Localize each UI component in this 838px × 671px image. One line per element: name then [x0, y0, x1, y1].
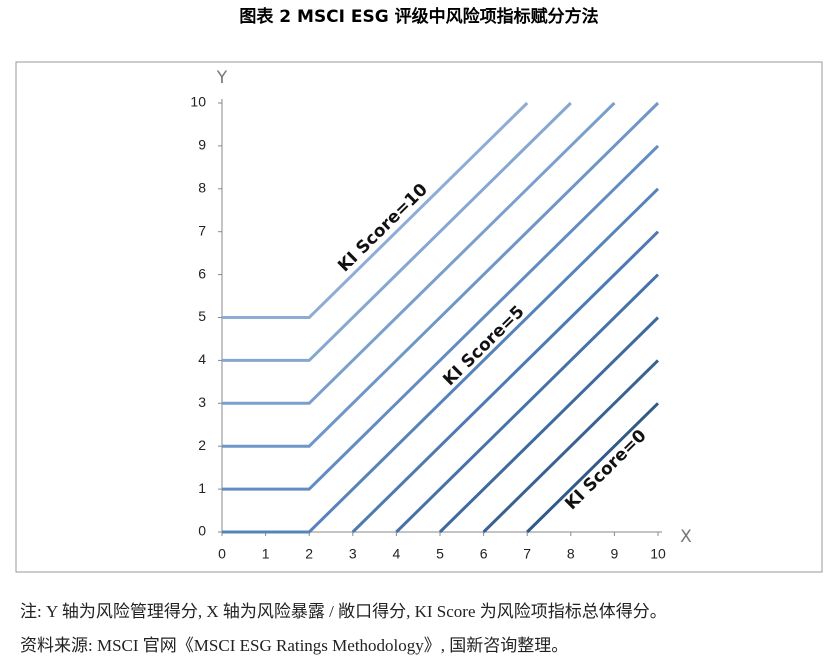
- chart-title: 图表 2 MSCI ESG 评级中风险项指标赋分方法: [239, 6, 598, 27]
- y-tick-label: 3: [198, 394, 206, 410]
- line: [222, 101, 616, 405]
- line: [222, 101, 529, 319]
- chart: 图表 2 MSCI ESG 评级中风险项指标赋分方法 Y X 0 1 2 3 4 5 6 7 8…: [15, 6, 823, 573]
- y-tick-label: 5: [198, 308, 206, 324]
- x-axis-label: X: [680, 527, 692, 547]
- chart-frame: [15, 61, 823, 573]
- y-tick-label: 8: [198, 180, 206, 196]
- y-tick-label: 10: [190, 94, 206, 110]
- x-tick-label: 3: [349, 546, 357, 562]
- x-tick-label: 5: [436, 546, 444, 562]
- y-tick-label: 7: [198, 222, 206, 238]
- x-tick-label: 4: [393, 546, 401, 562]
- line: [526, 402, 660, 534]
- line: [222, 101, 572, 362]
- line: [395, 273, 660, 534]
- y-tick-label: 0: [198, 523, 206, 539]
- annotation: KI Score=10: [334, 180, 432, 277]
- line: [482, 359, 660, 534]
- y-tick-label: 6: [198, 265, 206, 281]
- x-tick-label: 0: [218, 546, 226, 562]
- line: [438, 316, 660, 534]
- y-tick-label: 4: [198, 351, 206, 367]
- line: [222, 187, 660, 534]
- line: [222, 144, 660, 491]
- y-tick-label: 2: [198, 437, 206, 453]
- x-tick-label: 8: [567, 546, 575, 562]
- x-tick-label: 10: [650, 546, 666, 562]
- line: [351, 230, 660, 534]
- x-tick-label: 9: [611, 546, 619, 562]
- x-tick-label: 1: [262, 546, 270, 562]
- note: 注: Y 轴为风险管理得分, X 轴为风险暴露 / 敞口得分, KI Score…: [20, 602, 667, 621]
- y-tick-label: 1: [198, 480, 206, 496]
- y-axis-label: Y: [216, 68, 228, 88]
- line: [222, 101, 660, 448]
- y-tick-label: 9: [198, 137, 206, 153]
- x-tick-label: 6: [480, 546, 488, 562]
- annotation: KI Score=0: [561, 426, 650, 514]
- source: 资料来源: MSCI 官网《MSCI ESG Ratings Methodolo…: [20, 636, 569, 655]
- x-tick-label: 7: [523, 546, 531, 562]
- x-tick-label: 2: [305, 546, 313, 562]
